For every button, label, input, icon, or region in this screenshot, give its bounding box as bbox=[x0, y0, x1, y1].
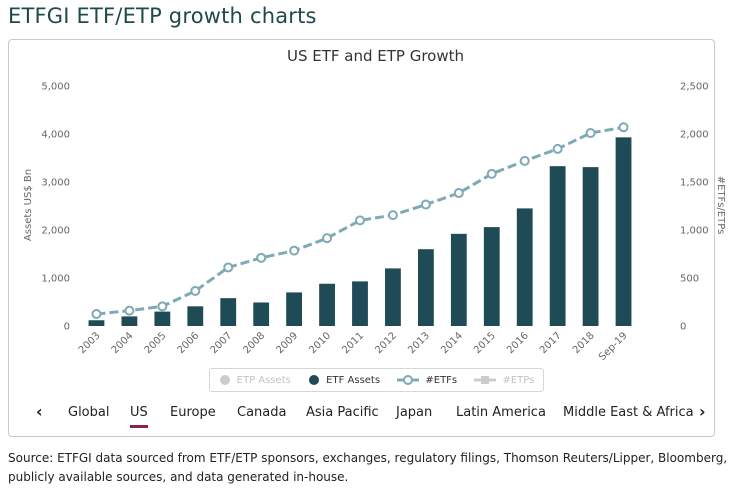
bar-etf-assets bbox=[385, 268, 401, 326]
x-tick-label: 2015 bbox=[472, 330, 498, 356]
x-tick-label: 2016 bbox=[505, 330, 531, 356]
bar-etf-assets bbox=[549, 166, 566, 326]
right-tick-label: 1,000 bbox=[680, 226, 709, 237]
point-etfs bbox=[453, 188, 464, 199]
point-etfs bbox=[618, 122, 629, 133]
legend-dot bbox=[219, 375, 230, 385]
tab-middle-east-africa[interactable]: Middle East & Africa bbox=[563, 405, 694, 420]
point-etfs bbox=[124, 305, 135, 316]
legend-item-etps[interactable]: #ETPs bbox=[474, 374, 534, 386]
left-tick-label: 0 bbox=[64, 322, 70, 333]
tab-japan[interactable]: Japan bbox=[396, 405, 433, 420]
legend-square bbox=[481, 376, 490, 384]
x-tick-label: Sep-19 bbox=[597, 330, 630, 363]
right-tick-label: 500 bbox=[680, 274, 699, 285]
legend-label: #ETFs bbox=[425, 374, 458, 386]
legend-item-etp-assets[interactable]: ETP Assets bbox=[219, 374, 291, 386]
bar-etf-assets bbox=[450, 233, 467, 326]
x-tick-label: 2009 bbox=[274, 330, 300, 356]
legend-item-etf-assets[interactable]: ETF Assets bbox=[308, 374, 380, 386]
bar-etf-assets bbox=[417, 249, 434, 326]
left-tick-label: 3,000 bbox=[41, 178, 70, 189]
x-tick-label: 2004 bbox=[110, 330, 136, 356]
left-tick-label: 4,000 bbox=[41, 130, 70, 141]
x-tick-label: 2007 bbox=[209, 330, 235, 356]
x-tick-label: 2013 bbox=[406, 330, 432, 356]
x-tick-label: 2017 bbox=[538, 330, 564, 356]
point-etfs bbox=[289, 245, 300, 256]
x-tick-label: 2014 bbox=[439, 330, 465, 356]
legend-marker-icon bbox=[219, 375, 230, 385]
tab-canada[interactable]: Canada bbox=[237, 405, 287, 420]
bar-etf-assets bbox=[220, 298, 237, 326]
point-etfs bbox=[420, 199, 431, 210]
point-etfs bbox=[190, 285, 201, 296]
bar-etf-assets bbox=[154, 311, 171, 326]
chart-title: US ETF and ETP Growth bbox=[286, 47, 465, 65]
region-nav: ‹ Global US Europe Canada Asia Pacific J… bbox=[30, 400, 720, 428]
tab-latin-america[interactable]: Latin America bbox=[456, 405, 546, 420]
bar-etf-assets bbox=[88, 320, 105, 326]
x-tick-label: 2011 bbox=[340, 330, 366, 356]
bar-etf-assets bbox=[615, 137, 632, 326]
tab-us[interactable]: US bbox=[130, 405, 148, 428]
tab-global[interactable]: Global bbox=[68, 405, 110, 420]
point-etfs bbox=[387, 210, 398, 221]
bar-etf-assets bbox=[187, 306, 204, 326]
chart-svg: 0 1,000 2,000 3,000 4,000 5,000 0 500 1,000 1,50… bbox=[23, 82, 726, 364]
bar-etf-assets bbox=[286, 292, 303, 326]
legend-marker-icon bbox=[474, 376, 497, 384]
bar-etf-assets bbox=[121, 316, 138, 326]
chevron-right-icon[interactable]: › bbox=[699, 402, 706, 421]
x-tick-label: 2006 bbox=[176, 330, 202, 356]
right-tick-label: 2,000 bbox=[680, 130, 709, 141]
bar-etf-assets bbox=[319, 283, 335, 326]
bar-etf-assets bbox=[352, 281, 368, 326]
point-etfs bbox=[91, 309, 102, 319]
legend-label: ETF Assets bbox=[326, 374, 381, 386]
point-etfs bbox=[256, 252, 267, 263]
point-etfs bbox=[223, 262, 234, 273]
point-etfs bbox=[552, 143, 563, 154]
point-etfs bbox=[355, 215, 365, 226]
bar-etf-assets bbox=[253, 302, 270, 326]
legend-marker-icon bbox=[309, 375, 320, 385]
left-axis-title: Assets US$ Bn bbox=[23, 169, 34, 241]
point-etfs bbox=[585, 128, 596, 139]
tab-europe[interactable]: Europe bbox=[170, 405, 216, 420]
right-tick-label: 0 bbox=[680, 322, 686, 333]
point-etfs bbox=[157, 301, 168, 312]
line-etfs bbox=[96, 125, 624, 316]
x-tick-label: 2005 bbox=[143, 330, 169, 356]
left-tick-label: 5,000 bbox=[41, 82, 70, 93]
chevron-left-icon[interactable]: ‹ bbox=[36, 402, 43, 421]
source-note: Source: ETFGI data sourced from ETF/ETP … bbox=[8, 451, 728, 484]
x-tick-label: 2003 bbox=[77, 330, 103, 356]
legend-item-etfs[interactable]: #ETFs bbox=[397, 374, 457, 386]
point-etfs bbox=[486, 168, 497, 179]
left-tick-label: 1,000 bbox=[41, 274, 70, 285]
legend-label: ETP Assets bbox=[236, 374, 291, 386]
x-tick-label: 2018 bbox=[571, 330, 597, 356]
right-axis-title: #ETFs/ETPs bbox=[715, 176, 726, 235]
legend-marker-icon bbox=[397, 375, 420, 385]
page-title: ETFGI ETF/ETP growth charts bbox=[8, 4, 317, 28]
right-tick-label: 2,500 bbox=[680, 82, 709, 93]
legend-label: #ETPs bbox=[502, 374, 535, 386]
x-tick-label: 2008 bbox=[242, 330, 268, 356]
legend-circle bbox=[403, 375, 414, 385]
x-tick-label: 2012 bbox=[373, 330, 399, 356]
bar-etf-assets bbox=[516, 208, 533, 326]
legend-dot bbox=[309, 375, 320, 385]
chart-legend: ETP Assets ETF Assets #ETFs #ETPs bbox=[209, 368, 544, 392]
point-etfs bbox=[519, 155, 530, 166]
left-tick-label: 2,000 bbox=[41, 226, 70, 237]
bar-etf-assets bbox=[483, 227, 500, 326]
bar-etf-assets bbox=[582, 167, 599, 326]
point-etfs bbox=[322, 233, 333, 244]
tab-asia-pacific[interactable]: Asia Pacific bbox=[306, 405, 379, 420]
right-tick-label: 1,500 bbox=[680, 178, 709, 189]
x-tick-label: 2010 bbox=[307, 330, 333, 356]
